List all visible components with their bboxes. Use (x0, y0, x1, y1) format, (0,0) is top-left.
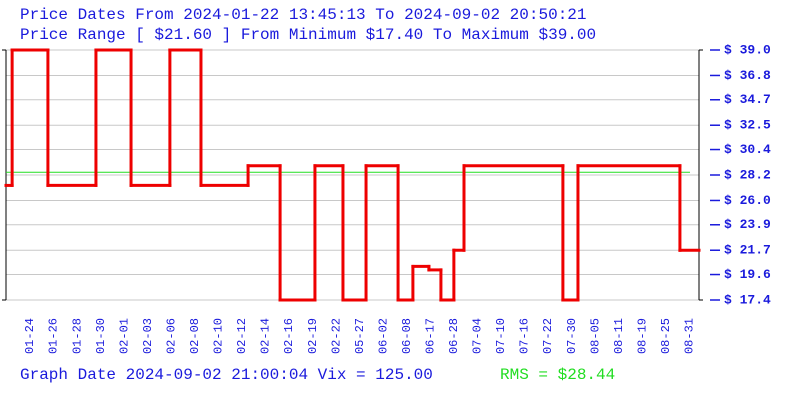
chart-title: Price Dates From 2024-01-22 13:45:13 To … (20, 6, 587, 24)
x-tick-label: 02-03 (141, 318, 155, 354)
x-tick-label: 02-10 (212, 318, 226, 354)
x-tick-label: 01-24 (23, 318, 37, 354)
y-tick-label: $ 21.7 (724, 243, 771, 258)
y-tick-label: $ 34.7 (724, 92, 771, 107)
x-tick-label: 07-16 (518, 318, 532, 354)
x-tick-label: 02-12 (235, 318, 249, 354)
y-tick-label: $ 32.5 (724, 118, 771, 133)
x-tick-label: 08-31 (683, 318, 697, 354)
reference-label: RMS = $28.44 (500, 366, 615, 384)
x-tick-label: 01-28 (70, 318, 84, 354)
x-tick-label: 07-10 (494, 318, 508, 354)
x-tick-label: 02-01 (117, 318, 131, 354)
x-tick-label: 02-22 (329, 318, 343, 354)
x-tick-label: 02-14 (259, 318, 273, 354)
x-tick-label: 07-04 (471, 318, 485, 354)
x-tick-label: 06-17 (423, 318, 437, 354)
x-tick-label: 02-19 (306, 318, 320, 354)
x-tick-label: 08-19 (635, 318, 649, 354)
x-tick-label: 01-26 (47, 318, 61, 354)
x-tick-label: 08-11 (612, 318, 626, 354)
x-tick-label: 05-27 (353, 318, 367, 354)
x-tick-label: 06-08 (400, 318, 414, 354)
x-tick-label: 02-16 (282, 318, 296, 354)
x-tick-label: 02-06 (164, 318, 178, 354)
footer-text: Graph Date 2024-09-02 21:00:04 Vix = 125… (20, 366, 433, 384)
x-tick-label: 08-05 (588, 318, 602, 354)
x-tick-label: 01-30 (94, 318, 108, 354)
chart-subtitle: Price Range [ $21.60 ] From Minimum $17.… (20, 26, 596, 44)
y-tick-label: $ 30.4 (724, 142, 771, 157)
y-tick-label: $ 26.0 (724, 193, 771, 208)
y-tick-label: $ 17.4 (724, 292, 771, 307)
y-tick-label: $ 19.6 (724, 267, 771, 282)
x-tick-label: 06-28 (447, 318, 461, 354)
x-tick-label: 08-25 (659, 318, 673, 354)
x-tick-label: 06-02 (376, 318, 390, 354)
y-tick-label: $ 28.2 (724, 167, 771, 182)
y-tick-label: $ 39.0 (724, 42, 771, 57)
y-tick-label: $ 36.8 (724, 68, 771, 83)
x-tick-label: 07-22 (541, 318, 555, 354)
y-tick-label: $ 23.9 (724, 217, 771, 232)
x-tick-label: 07-30 (565, 318, 579, 354)
x-tick-label: 02-08 (188, 318, 202, 354)
